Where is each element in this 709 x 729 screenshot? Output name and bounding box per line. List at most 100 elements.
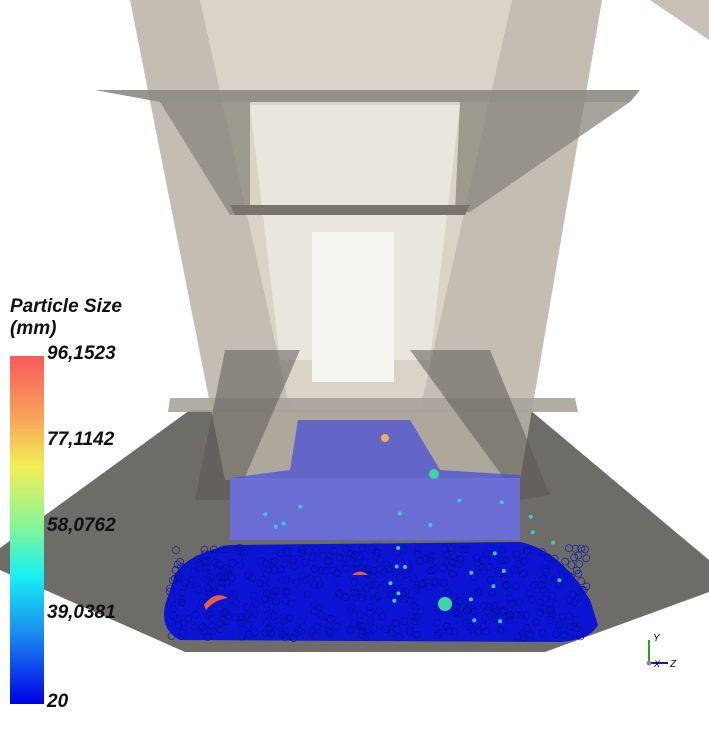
particle — [374, 592, 383, 600]
particle — [218, 545, 226, 554]
colorbar-tick: 58,0762 — [47, 515, 116, 536]
upper-tray-left — [160, 102, 250, 215]
particle — [215, 560, 224, 568]
particle — [191, 623, 199, 632]
particle — [285, 614, 294, 623]
particle — [492, 551, 497, 556]
particle — [177, 563, 185, 571]
particle — [541, 565, 549, 574]
particle — [237, 632, 246, 641]
particle — [372, 594, 380, 603]
particle — [572, 566, 581, 575]
particle — [335, 589, 344, 597]
particle — [548, 611, 556, 620]
particle — [469, 570, 474, 575]
upper-tray-bottom — [230, 205, 470, 215]
particle — [297, 549, 306, 558]
legend-title-line2: (mm) — [10, 318, 57, 339]
particle — [243, 612, 252, 620]
particle — [350, 588, 358, 597]
particle — [582, 554, 591, 563]
particle — [557, 578, 562, 583]
legend-title-line1: Particle Size — [10, 296, 122, 317]
particle — [565, 544, 573, 553]
particle — [485, 562, 494, 571]
particle — [499, 500, 504, 505]
particle — [547, 561, 556, 570]
particle — [483, 606, 491, 615]
particle — [267, 593, 275, 601]
particle — [261, 595, 270, 603]
particle — [401, 570, 410, 579]
particle — [581, 545, 589, 554]
particle — [267, 629, 275, 638]
particle — [289, 555, 297, 563]
particle — [498, 546, 507, 555]
particle — [250, 628, 259, 637]
particle — [506, 611, 515, 620]
particle — [413, 630, 421, 639]
particle — [194, 586, 203, 594]
particle — [173, 614, 181, 623]
particle — [237, 615, 246, 624]
particle — [502, 556, 510, 564]
particle — [501, 569, 506, 573]
particle — [359, 627, 367, 636]
particle — [569, 590, 577, 599]
particle — [174, 574, 182, 583]
particle — [571, 544, 580, 553]
particle-large — [429, 469, 439, 479]
particle — [499, 568, 508, 577]
particle — [518, 570, 527, 579]
particle — [426, 556, 435, 565]
particle — [264, 566, 273, 575]
particle — [308, 627, 316, 636]
particle-large — [381, 434, 389, 442]
particle — [202, 556, 211, 565]
particle — [403, 565, 407, 569]
particle — [444, 589, 452, 597]
particle — [262, 570, 271, 579]
particle — [352, 593, 360, 602]
particle — [452, 607, 461, 616]
particle — [468, 597, 473, 602]
particle — [257, 557, 265, 565]
particle — [366, 632, 375, 640]
particle — [351, 551, 360, 560]
particle — [479, 567, 488, 576]
particle — [439, 564, 447, 572]
particle — [278, 576, 287, 585]
particle — [472, 553, 481, 562]
particle — [315, 603, 323, 612]
y-axis-label: Y — [653, 633, 661, 644]
particle — [424, 549, 433, 558]
particle — [510, 566, 519, 574]
particle — [526, 631, 535, 640]
particle — [325, 552, 334, 560]
particle — [432, 579, 440, 588]
particle — [324, 627, 333, 635]
particle — [556, 564, 565, 573]
particle — [558, 612, 567, 621]
particle — [270, 566, 278, 574]
particle — [214, 566, 223, 574]
particle — [208, 622, 217, 631]
particle — [369, 624, 378, 633]
particle — [206, 572, 214, 581]
particle — [396, 546, 401, 550]
particle — [217, 573, 226, 582]
particle — [536, 598, 544, 607]
particle — [488, 588, 496, 597]
particle — [576, 632, 585, 641]
particle — [368, 544, 377, 553]
particle — [178, 598, 187, 606]
particle — [244, 571, 253, 580]
particle — [342, 564, 351, 573]
particle — [341, 545, 350, 553]
particle — [333, 568, 342, 577]
particle — [470, 572, 479, 581]
particle — [515, 598, 523, 606]
particle — [312, 545, 321, 554]
particle — [174, 621, 183, 629]
